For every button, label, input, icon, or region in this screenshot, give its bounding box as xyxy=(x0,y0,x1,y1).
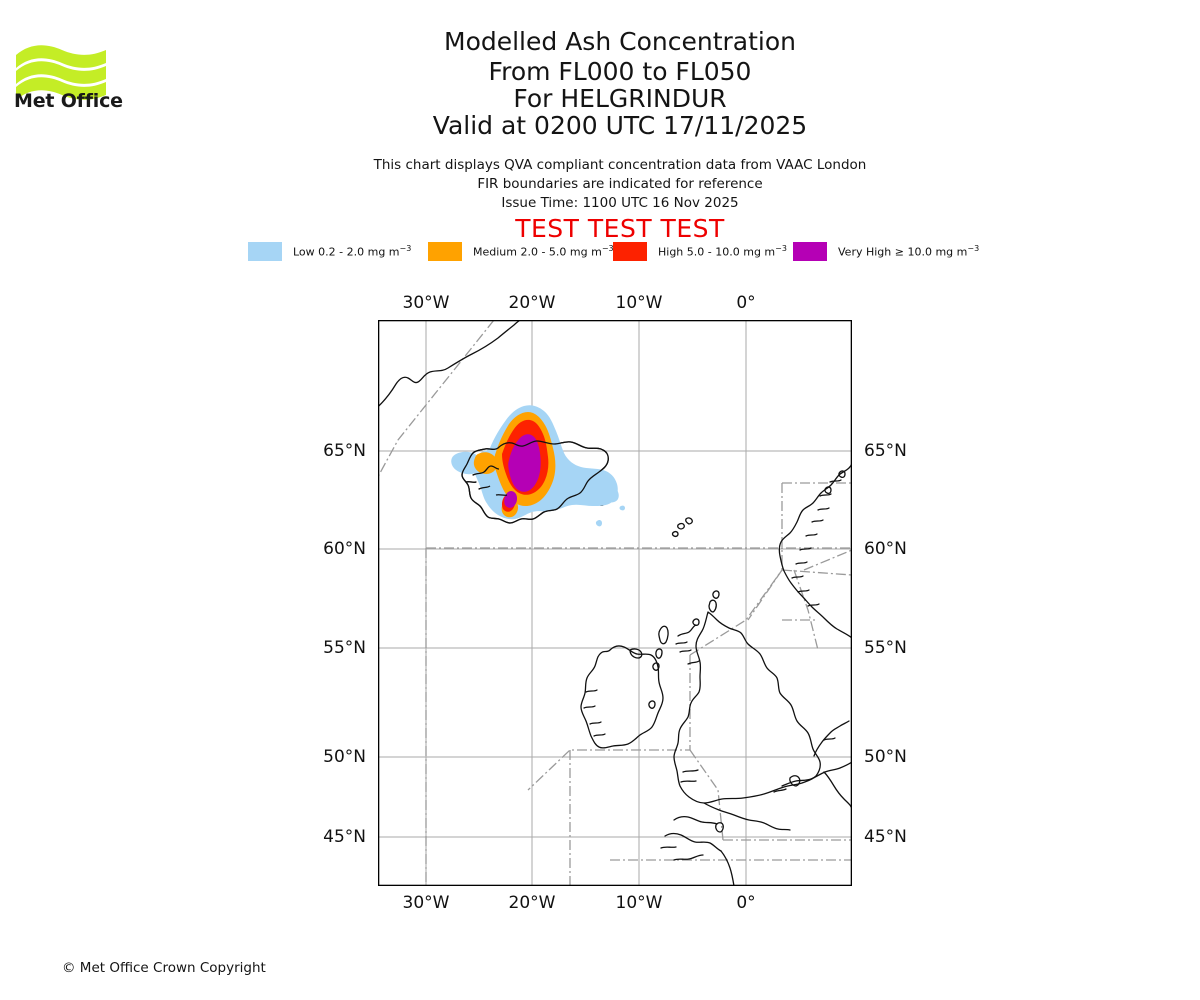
concentration-legend: Low 0.2 - 2.0 mg m−3 Medium 2.0 - 5.0 mg … xyxy=(248,240,993,262)
met-office-wordmark: Met Office xyxy=(14,90,123,112)
lon-tick-bottom--30: 30°W xyxy=(402,893,450,913)
lat-tick-left-55: 55°N xyxy=(323,638,366,658)
lon-tick-top--30: 30°W xyxy=(402,293,450,313)
met-office-waves-icon xyxy=(16,45,106,100)
lat-tick-left-60: 60°N xyxy=(323,539,366,559)
ash-concentration-map xyxy=(378,320,852,886)
lon-tick-bottom--20: 20°W xyxy=(508,893,556,913)
test-banner: TEST TEST TEST xyxy=(515,214,725,243)
legend-entry-3: Very High ≥ 10.0 mg m−3 xyxy=(793,240,979,262)
legend-label-0: Low 0.2 - 2.0 mg m−3 xyxy=(293,243,412,259)
legend-label-1: Medium 2.0 - 5.0 mg m−3 xyxy=(473,243,614,259)
lon-tick-top--10: 10°W xyxy=(615,293,663,313)
legend-entry-1: Medium 2.0 - 5.0 mg m−3 xyxy=(428,240,614,262)
title-line-1: Modelled Ash Concentration xyxy=(444,27,796,56)
lat-tick-right-50: 50°N xyxy=(864,747,907,767)
map-frame xyxy=(378,320,852,886)
chart-title-block: Modelled Ash Concentration From FL000 to… xyxy=(280,28,960,139)
chart-subtitle-block: This chart displays QVA compliant concen… xyxy=(280,156,960,213)
copyright-text: © Met Office Crown Copyright xyxy=(62,960,266,976)
title-line-3: For HELGRINDUR xyxy=(513,84,727,113)
legend-entry-2: High 5.0 - 10.0 mg m−3 xyxy=(613,240,787,262)
map-gridlines xyxy=(378,320,852,886)
subtitle-line-3: Issue Time: 1100 UTC 16 Nov 2025 xyxy=(501,195,739,211)
lat-tick-left-65: 65°N xyxy=(323,441,366,461)
legend-entry-0: Low 0.2 - 2.0 mg m−3 xyxy=(248,240,411,262)
legend-swatch-0 xyxy=(248,241,282,261)
lat-tick-right-55: 55°N xyxy=(864,638,907,658)
lat-tick-right-45: 45°N xyxy=(864,827,907,847)
lat-tick-right-60: 60°N xyxy=(864,539,907,559)
legend-label-3: Very High ≥ 10.0 mg m−3 xyxy=(838,243,980,259)
title-line-4: Valid at 0200 UTC 17/11/2025 xyxy=(432,111,808,140)
legend-swatch-1 xyxy=(428,241,462,261)
title-line-2: From FL000 to FL050 xyxy=(488,57,752,86)
lon-tick-bottom--10: 10°W xyxy=(615,893,663,913)
lon-tick-top--20: 20°W xyxy=(508,293,556,313)
subtitle-line-2: FIR boundaries are indicated for referen… xyxy=(477,176,763,192)
legend-swatch-2 xyxy=(613,241,647,261)
lat-tick-left-50: 50°N xyxy=(323,747,366,767)
subtitle-line-1: This chart displays QVA compliant concen… xyxy=(373,157,867,173)
legend-label-2: High 5.0 - 10.0 mg m−3 xyxy=(658,243,787,259)
lon-tick-top-0: 0° xyxy=(736,293,756,313)
legend-swatch-3 xyxy=(793,241,827,261)
lat-tick-left-45: 45°N xyxy=(323,827,366,847)
iceland-coastline-overlay xyxy=(461,440,609,524)
plume-veryhigh-contour xyxy=(504,434,541,508)
lat-tick-right-65: 65°N xyxy=(864,441,907,461)
lon-tick-bottom-0: 0° xyxy=(736,893,756,913)
fir-boundaries xyxy=(378,320,852,886)
